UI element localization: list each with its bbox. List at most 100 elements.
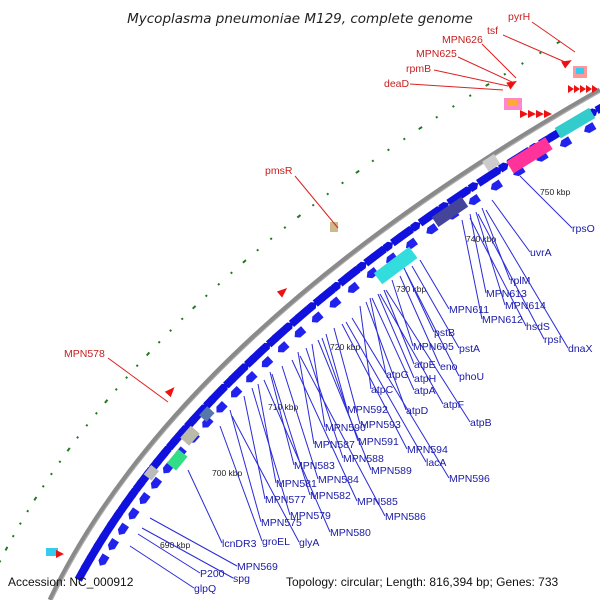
tick-label: 730 kbp [396, 284, 427, 294]
gene-arrow [238, 363, 249, 374]
gene-arrow [259, 342, 271, 353]
leader-line [317, 339, 372, 471]
gc-dot [76, 436, 80, 439]
gene-label: MPN575 [261, 517, 302, 529]
gene-arrow [216, 401, 228, 413]
gene-arrow [329, 296, 342, 308]
leader-line [502, 34, 566, 63]
gene-label: atpD [406, 405, 429, 417]
topology-text: Topology: circular; Length: 816,394 bp; … [286, 575, 559, 589]
gene-label-dead: deaD [384, 78, 410, 90]
gc-dot [18, 522, 22, 525]
gc-dot [435, 115, 439, 119]
leader-line [271, 373, 311, 496]
gene-arrow [170, 428, 186, 445]
trna-marker [528, 110, 536, 118]
leader-line [263, 379, 331, 533]
gene-label: MPN569 [237, 561, 278, 573]
gene-label: glpQ [194, 583, 216, 595]
gc-dot [135, 364, 139, 368]
leader-line [297, 351, 315, 445]
gene-label-mpn578: MPN578 [64, 348, 105, 360]
gc-dot [192, 305, 197, 310]
leader-line [141, 527, 234, 579]
gene-label-mpn625: MPN625 [416, 48, 457, 60]
leader-line [369, 297, 387, 375]
gc-content-ring [0, 40, 561, 563]
gene-label: MPN594 [407, 444, 448, 456]
trna-marker [276, 288, 288, 298]
gene-arrow [454, 186, 472, 201]
gc-dot [230, 271, 233, 275]
leader-line [231, 415, 300, 543]
tick-label: 710 kbp [268, 402, 299, 412]
leader-line [531, 21, 576, 53]
leader-line [409, 83, 504, 91]
gc-dot [468, 94, 472, 98]
gene-label: lcnDR3 [222, 538, 257, 550]
gene-label: eno [440, 361, 458, 373]
gene-label: MPN579 [290, 510, 331, 522]
gene-label: MPN590 [325, 422, 366, 434]
gene-arrow [425, 206, 443, 221]
leader-line [251, 387, 291, 516]
gene-arrow [271, 326, 289, 342]
gene-arrow [217, 383, 228, 394]
gc-dot [145, 351, 151, 357]
gene-arrow [330, 281, 341, 292]
gene-label: MPN589 [371, 465, 412, 477]
gc-dot [4, 546, 9, 551]
gene-label-tsf: tsf [487, 25, 498, 37]
gc-dot [538, 51, 542, 55]
gene-arrow [513, 165, 526, 177]
gene-arrow [584, 122, 597, 134]
leader-line [399, 275, 441, 367]
leader-line [345, 321, 427, 463]
gene-arrow [319, 286, 336, 302]
gene-label: rpsI [544, 334, 562, 346]
gene-label: atpE [414, 359, 436, 371]
gene-label: atpC [371, 384, 394, 396]
gc-dot [50, 472, 53, 476]
gc-dot [66, 447, 71, 452]
gene-label: rpsO [572, 223, 595, 235]
leader-line [291, 359, 358, 502]
leader-line [377, 293, 415, 379]
trna-marker [592, 85, 598, 93]
leader-line [385, 289, 471, 423]
gene-arrow [153, 449, 169, 466]
gene-label: phoU [459, 371, 484, 383]
gc-dot [26, 509, 30, 513]
gc-dot [242, 259, 247, 264]
gene-label: spg [233, 573, 250, 585]
gene-label-pmsr: pmsR [265, 165, 293, 177]
gc-dot [114, 388, 118, 391]
gene-label: MPN592 [347, 404, 388, 416]
leader-line [299, 355, 386, 517]
gc-dot [387, 148, 390, 152]
gene-arrow [405, 237, 418, 249]
gc-dot [485, 82, 490, 87]
gene-label: MPN582 [310, 490, 351, 502]
leader-line [341, 323, 408, 450]
gene-arrow [467, 182, 479, 193]
gene-arrow [295, 306, 312, 322]
tick-label: 720 kbp [330, 342, 361, 352]
leader-line [325, 333, 348, 410]
gene-arrow [356, 261, 367, 272]
trna-marker [586, 85, 592, 93]
gene-label: atpH [414, 373, 436, 385]
gene-label-mpn626: MPN626 [442, 34, 483, 46]
gc-dot [418, 126, 423, 131]
gene-arrow [107, 538, 119, 551]
gene-label: atpB [470, 417, 492, 429]
gene-arrow [128, 507, 140, 520]
gene-arrow [139, 492, 151, 505]
leader-line [281, 365, 319, 480]
gc-dot [204, 294, 208, 298]
gene-label-pyrh: pyrH [508, 11, 530, 23]
gene-label: rplM [510, 275, 530, 287]
gene-arrow [397, 226, 415, 241]
gc-dot [402, 137, 406, 141]
feature-block [431, 196, 469, 228]
